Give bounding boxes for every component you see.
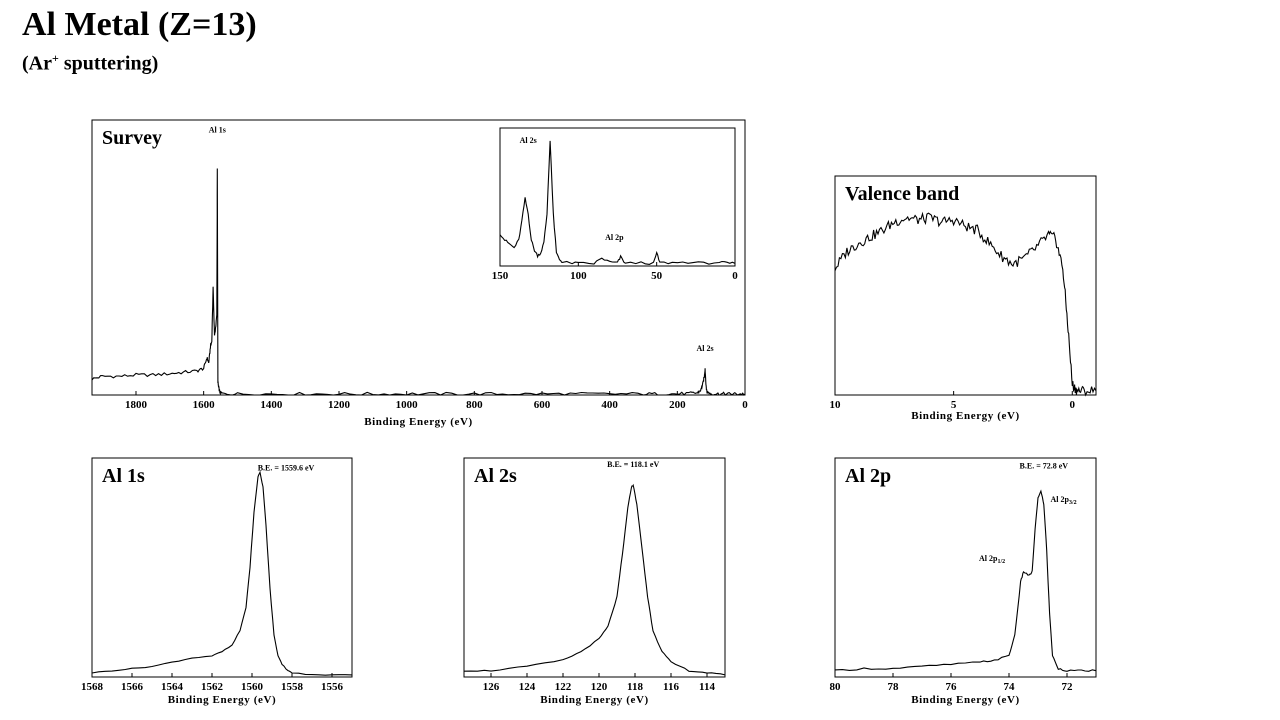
page-subtitle: (Ar+ sputtering): [22, 52, 158, 74]
survey-tick-label: 1000: [396, 399, 419, 411]
al2p-annotation-sub: 3/2: [1069, 500, 1077, 506]
survey-inset-tick-label: 0: [732, 270, 738, 282]
survey-series-line: [91, 168, 746, 396]
al1s-frame: [91, 457, 353, 678]
al2s-tick-label: 114: [699, 681, 715, 693]
al2s-tick-label: 126: [483, 681, 500, 693]
valence-xlabel: Binding Energy (eV): [911, 410, 1020, 422]
survey-inset-series-line: [499, 140, 736, 265]
survey-xlabel: Binding Energy (eV): [364, 416, 473, 428]
survey-tick-label: 1600: [193, 399, 216, 411]
subtitle-superscript: +: [51, 51, 59, 65]
al1s-panel: Al 1s 1568 1566 1564 1562 1560 1558 1556 Binding…: [81, 457, 353, 706]
survey-title: Survey: [102, 127, 162, 149]
al2s-tick-label: 124: [519, 681, 536, 693]
al2s-title: Al 2s: [474, 465, 517, 487]
valence-frame: [834, 175, 1097, 396]
subtitle-text-end: sputtering): [58, 52, 159, 75]
valence-title: Valence band: [845, 183, 959, 205]
valence-tick-label: 0: [1070, 399, 1076, 411]
al1s-tick-label: 1558: [281, 681, 304, 693]
al2p-tick-label: 80: [830, 681, 842, 693]
al1s-tick-label: 1564: [161, 681, 184, 693]
al1s-series-line: [91, 470, 353, 676]
survey-annotation: Al 1s: [209, 126, 226, 135]
survey-tick-label: 0: [742, 399, 748, 411]
al1s-tick-label: 1568: [81, 681, 104, 693]
survey-tick-label: 1800: [125, 399, 148, 411]
survey-annotation: Al 2s: [697, 344, 714, 353]
al2p-title: Al 2p: [845, 465, 891, 487]
valence-series-line: [834, 211, 1097, 397]
al2s-annotation: B.E. = 118.1 eV: [607, 460, 659, 469]
al2s-tick-label: 118: [627, 681, 643, 693]
subtitle-text: (Ar: [22, 52, 52, 75]
al2s-xlabel: Binding Energy (eV): [540, 694, 649, 706]
al1s-annotation: B.E. = 1559.6 eV: [258, 463, 315, 472]
al2p-annotation: Al 2p1/2: [979, 554, 1005, 565]
al2p-panel: Al 2p 80 78 76 74 72 Binding Energy (eV) B.E. =…: [830, 457, 1097, 706]
valence-panel: Valence band 10 5 0 Binding Energy (eV): [830, 175, 1097, 422]
al2p-annotation: Al 2p3/2: [1051, 495, 1077, 506]
survey-tick-label: 600: [534, 399, 551, 411]
al2p-tick-label: 78: [888, 681, 900, 693]
survey-tick-label: 1400: [260, 399, 283, 411]
survey-inset-tick-label: 50: [651, 270, 663, 282]
survey-inset-tick-label: 100: [570, 270, 587, 282]
valence-tick-label: 5: [951, 399, 957, 411]
al2p-tick-label: 74: [1004, 681, 1016, 693]
al1s-xlabel: Binding Energy (eV): [168, 694, 277, 706]
al1s-tick-label: 1556: [321, 681, 344, 693]
survey-tick-label: 400: [601, 399, 618, 411]
al2p-frame: [834, 457, 1097, 678]
al1s-tick-label: 1562: [201, 681, 224, 693]
valence-tick-label: 10: [830, 399, 842, 411]
survey-tick-label: 1200: [328, 399, 351, 411]
survey-inset-panel: 150 100 50 0 Al 2s Al 2p: [492, 127, 738, 282]
al2s-series-line: [463, 483, 726, 676]
page-title: Al Metal (Z=13): [22, 6, 257, 43]
survey-inset-annotation: Al 2p: [605, 233, 624, 242]
al2p-annotation: B.E. = 72.8 eV: [1020, 462, 1069, 471]
al2s-frame: [463, 457, 726, 678]
al2s-panel: Al 2s 126 124 122 120 118 116 114 Binding Energy…: [463, 457, 726, 706]
survey-inset-frame: [499, 127, 736, 267]
al2s-tick-label: 120: [591, 681, 608, 693]
survey-tick-label: 800: [466, 399, 483, 411]
al2p-tick-label: 72: [1062, 681, 1074, 693]
survey-tick-label: 200: [669, 399, 686, 411]
al2p-xlabel: Binding Energy (eV): [911, 694, 1020, 706]
al1s-tick-label: 1566: [121, 681, 144, 693]
survey-inset-annotation: Al 2s: [520, 136, 537, 145]
al2p-annotation-sub: 1/2: [997, 559, 1005, 565]
al2p-tick-label: 76: [946, 681, 958, 693]
survey-inset-tick-label: 150: [492, 270, 509, 282]
al2s-tick-label: 116: [663, 681, 679, 693]
al2s-tick-label: 122: [555, 681, 572, 693]
al2p-series-line: [834, 489, 1097, 672]
al1s-title: Al 1s: [102, 465, 145, 487]
al1s-tick-label: 1560: [241, 681, 264, 693]
